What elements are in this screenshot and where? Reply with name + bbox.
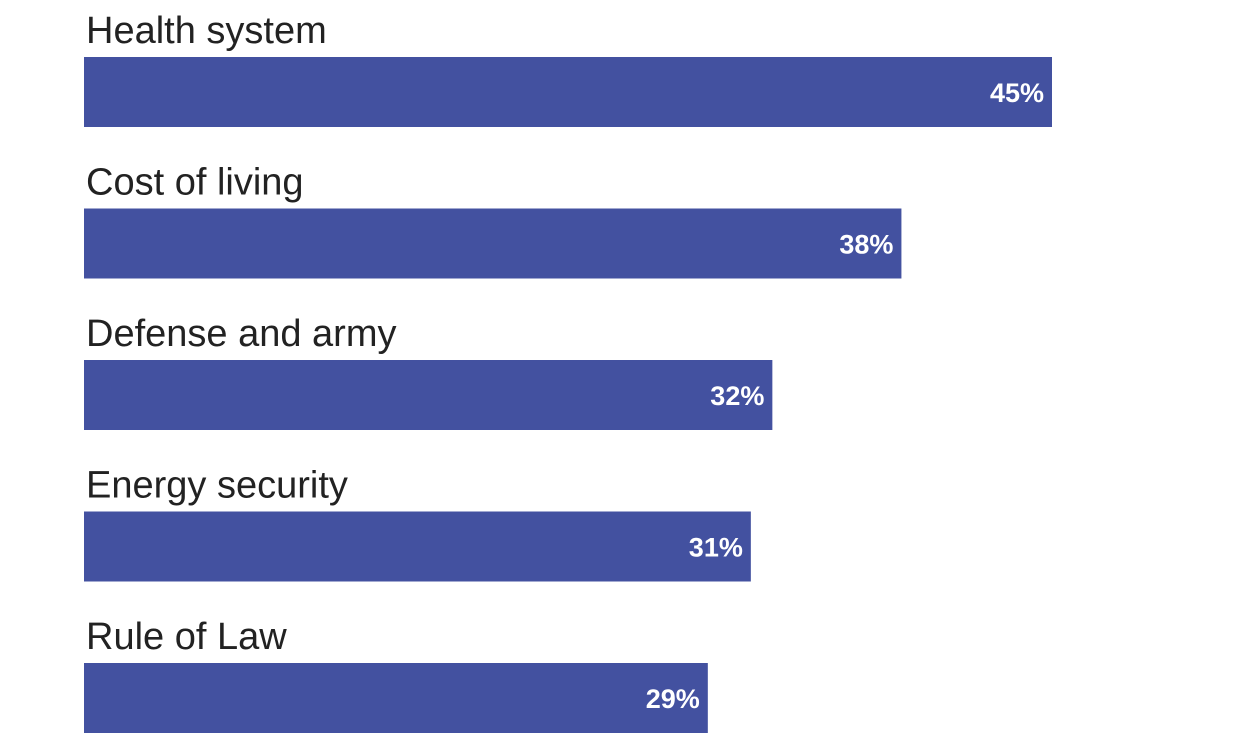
- value-label: 29%: [646, 684, 700, 714]
- value-label: 31%: [689, 533, 743, 563]
- bars-group: Health system 45% Cost of living 38% Defense…: [84, 10, 1052, 733]
- bar: [84, 663, 708, 733]
- category-label: Cost of living: [86, 162, 304, 204]
- bar: [84, 360, 773, 430]
- value-label: 32%: [710, 381, 764, 411]
- bar: [84, 208, 902, 279]
- category-label: Energy security: [86, 465, 348, 507]
- value-label: 45%: [990, 78, 1044, 108]
- category-label: Health system: [86, 10, 327, 52]
- bar: [84, 511, 751, 582]
- bar: [84, 57, 1052, 127]
- category-label: Rule of Law: [86, 616, 287, 658]
- value-label: 38%: [839, 230, 893, 260]
- category-label: Defense and army: [86, 313, 397, 355]
